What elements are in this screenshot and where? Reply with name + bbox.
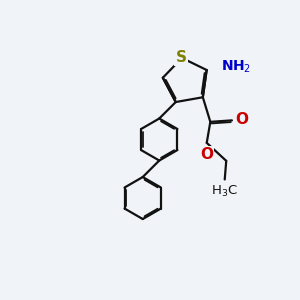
Text: O: O <box>236 112 248 127</box>
Text: O: O <box>200 147 213 162</box>
Text: S: S <box>176 50 187 65</box>
Text: NH$_2$: NH$_2$ <box>221 58 251 75</box>
Text: H$_3$C: H$_3$C <box>211 184 238 199</box>
